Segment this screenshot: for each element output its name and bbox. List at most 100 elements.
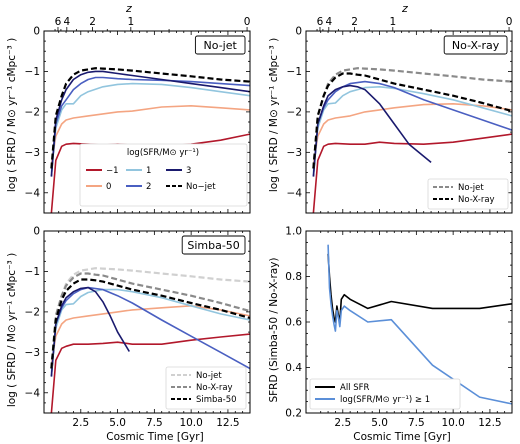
series-group [312,67,512,213]
legend-label: No-jet [196,371,222,381]
series-line-simba-50 [50,278,250,369]
y-tick-label: −3 [287,147,302,159]
y-tick-label: 0.4 [285,362,302,374]
legend-label: 2 [146,182,151,192]
z-tick-label: 6 [55,16,62,28]
series-line-no-jet [312,67,512,169]
y-tick-label: 0 [33,26,40,38]
legend-label: No−jet [186,182,216,192]
series-line-4 [312,84,432,177]
legend-title: log(SFR/M⊙ yr⁻¹) [127,148,199,158]
z-tick-label: 1 [127,16,134,28]
y-tick-label: 0.6 [285,317,302,329]
legend-label: No-jet [458,183,484,193]
panel-title-box [194,35,246,55]
y-tick-label: −3 [25,347,40,359]
y-tick-label: 0.8 [285,271,302,283]
x-tick-label: 10.0 [179,417,202,429]
legend-label: 3 [186,166,191,176]
panel-no-x-ray: 0 −1 −2 −3 −4 6 4 2 1 0 No-X-ray No-jet No-X-ray [287,16,513,214]
y-axis-label-top-right: log ( SFRD / M⊙ yr⁻¹ cMpc⁻³ ) [268,38,280,192]
top-z-label-left: z [125,2,132,15]
series-group [50,267,250,413]
z-tick-label: 6 [317,16,324,28]
panel-title: No-jet [204,39,238,52]
y-tick-label: −3 [25,147,40,159]
y-tick-label: 0 [295,26,302,38]
z-tick-label: 0 [506,16,513,28]
legend-frame [79,143,248,207]
z-tick-label: 2 [351,16,358,28]
legend-label: log(SFR/M⊙ yr⁻¹) ≥ 1 [340,395,430,405]
y-tick-label: −4 [25,187,41,199]
legend: log(SFR/M⊙ yr⁻¹) −1 0 1 2 3 No−jet [79,143,248,207]
panel-title-box [181,235,246,255]
series-line-all-sfr [327,253,512,323]
x-axis-label-right: Cosmic Time [Gyr] [353,431,450,443]
z-tick-label: 4 [325,16,332,28]
y-axis-label-top-left: log ( SFRD / M⊙ yr⁻¹ cMpc⁻³ ) [6,38,18,192]
x-tick-label: 7.5 [146,417,163,429]
panel-title-box [443,35,508,55]
x-tick-label: 2.5 [334,417,351,429]
y-tick-label: −4 [287,187,303,199]
series-line-1 [312,103,512,165]
y-axis-label-bottom-left: log ( SFRD / M⊙ yr⁻¹ cMpc⁻³ ) [6,253,18,407]
series-group [327,244,512,405]
series-line-2 [50,76,250,177]
y-tick-label: 0.2 [285,408,302,420]
series-line-0 [50,105,250,165]
z-tick-label: 2 [89,16,96,28]
x-tick-label: 12.5 [478,417,501,429]
y-tick-label: 1.0 [285,226,302,238]
y-axis-label-bottom-right: SFRD (Simba-50 / No-X-ray) [268,257,280,402]
legend-label: Simba-50 [196,395,237,405]
x-axis-label-left: Cosmic Time [Gyr] [106,431,203,443]
z-tick-label: 4 [63,16,70,28]
x-tick-label: 5.0 [371,417,388,429]
panel-no-jet: 0 −1 −2 −3 −4 6 4 2 1 0 No-jet log(SFR/M⊙ yr⁻¹) −1 0 1… [25,16,251,214]
series-line-3 [50,286,250,377]
y-tick-label: −4 [25,387,41,399]
series-line-1 [50,82,250,173]
legend-label: No-X-ray [196,383,233,393]
series-line-no-x-ray [50,272,250,369]
series-line-log-sfr-m-yr-1 [327,244,512,405]
y-tick-label: −2 [287,106,302,118]
z-tick-label: 1 [389,16,396,28]
legend-label: No-X-ray [458,195,495,205]
series-line-0 [50,333,250,413]
y-tick-label: −1 [25,66,40,78]
legend-frame [309,378,461,410]
series-line-no-x-ray [312,72,512,169]
series-line-3 [50,70,250,177]
series-line-no-jet [50,67,250,169]
series-line-3 [312,80,512,177]
z-tick-label: 0 [244,16,251,28]
legend: No-jet No-X-ray Simba-50 [165,366,247,410]
y-tick-label: −1 [25,266,40,278]
panel-title: Simba-50 [187,239,239,252]
x-tick-label: 10.0 [441,417,464,429]
legend: No-jet No-X-ray [427,178,509,210]
series-line-2 [312,86,512,173]
legend-label: All SFR [340,383,370,393]
y-tick-label: 0 [33,226,40,238]
top-z-label-right: z [401,2,408,15]
x-tick-label: 7.5 [408,417,425,429]
series-line-4 [50,286,130,377]
legend-label: 1 [146,166,151,176]
legend-label: 0 [106,182,111,192]
y-tick-label: −2 [25,106,40,118]
legend-label: −1 [106,166,119,176]
x-tick-label: 5.0 [109,417,126,429]
series-line-0 [312,133,512,213]
y-tick-label: −2 [25,306,40,318]
legend: All SFR log(SFR/M⊙ yr⁻¹) ≥ 1 [309,378,461,410]
panel-ratio: 2.5 5.0 7.5 10.0 12.5 1.0 0.8 0.6 0.4 0.2 All SFR l… [285,226,513,429]
y-tick-label: −1 [287,66,302,78]
x-tick-label: 2.5 [72,417,89,429]
x-tick-label: 12.5 [216,417,239,429]
series-line-no-jet [50,267,250,369]
